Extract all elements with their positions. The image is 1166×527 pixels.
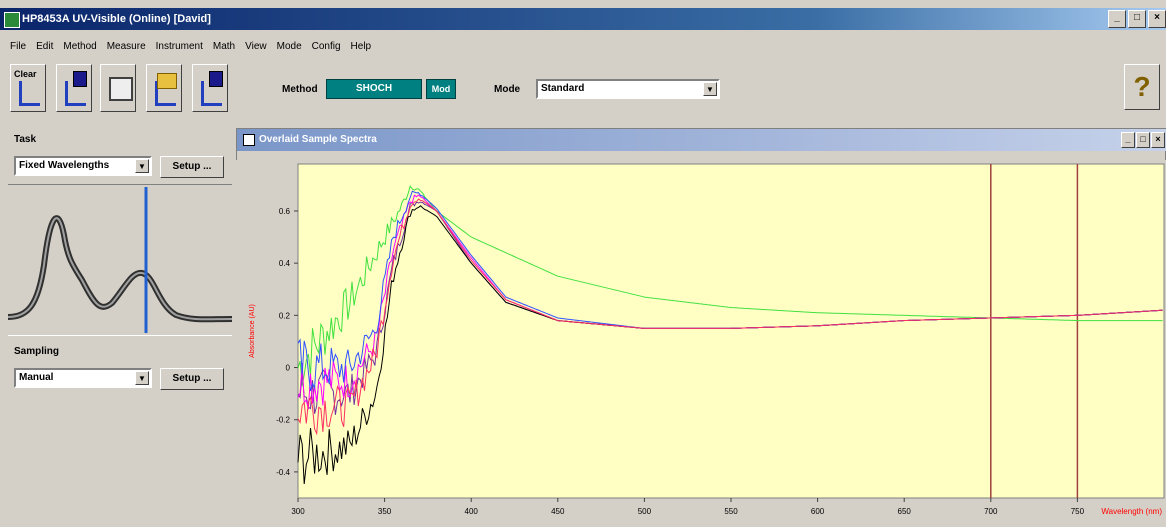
x-tick-label: 550 xyxy=(724,507,738,516)
x-axis-label: Wavelength (nm) xyxy=(1101,507,1162,516)
x-tick-label: 650 xyxy=(898,507,912,516)
plot-window-title: Overlaid Sample Spectra xyxy=(259,134,377,145)
y-tick-label: 0.4 xyxy=(279,259,291,268)
graph-icon xyxy=(65,81,86,106)
clear-button[interactable]: Clear xyxy=(10,64,46,112)
mode-label: Mode xyxy=(494,84,521,95)
x-tick-label: 600 xyxy=(811,507,825,516)
task-title: Task xyxy=(14,134,37,145)
print-button[interactable] xyxy=(100,64,136,112)
sampling-title: Sampling xyxy=(14,346,60,357)
minimize-button[interactable]: _ xyxy=(1108,10,1126,28)
y-tick-label: 0.6 xyxy=(279,207,291,216)
method-icon xyxy=(201,81,222,106)
menu-measure[interactable]: Measure xyxy=(106,41,146,52)
close-button[interactable]: × xyxy=(1148,10,1166,28)
window-icon xyxy=(243,134,255,146)
y-tick-label: -0.2 xyxy=(276,416,290,425)
menu-bar: File Edit Method Measure Instrument Math… xyxy=(0,38,1166,56)
method-name-display[interactable]: SHOCH xyxy=(326,79,422,99)
x-tick-label: 500 xyxy=(638,507,652,516)
x-tick-label: 700 xyxy=(984,507,998,516)
plot-area[interactable]: 0.6 0.4 0.2 0 -0.2 -0.4 300 350 400 450 500 550 600 6… xyxy=(236,160,1166,524)
window-titlebar: HP8453A UV-Visible (Online) [David] _ □ … xyxy=(0,8,1166,30)
menu-file[interactable]: File xyxy=(10,41,27,52)
y-tick-label: 0.2 xyxy=(279,311,291,320)
task-select[interactable]: Fixed Wavelengths ▼ xyxy=(14,156,152,176)
menu-edit[interactable]: Edit xyxy=(36,41,54,52)
menu-config[interactable]: Config xyxy=(311,41,341,52)
disk-icon xyxy=(73,71,87,87)
load-method-button[interactable] xyxy=(146,64,182,112)
menu-method[interactable]: Method xyxy=(63,41,97,52)
x-tick-label: 300 xyxy=(291,507,305,516)
disk-icon xyxy=(209,71,223,87)
plot-maximize-button[interactable]: □ xyxy=(1136,132,1150,148)
clear-graph-icon xyxy=(19,81,40,106)
help-icon: ? xyxy=(1133,71,1151,102)
sampling-select-value: Manual xyxy=(19,372,54,383)
spectrum-series-6 xyxy=(297,198,1163,436)
help-button[interactable]: ? xyxy=(1124,64,1160,110)
plot-minimize-button[interactable]: _ xyxy=(1121,132,1135,148)
save-data-button[interactable] xyxy=(56,64,92,112)
menu-help[interactable]: Help xyxy=(350,41,372,52)
method-icon xyxy=(155,81,176,106)
menu-view[interactable]: View xyxy=(245,41,267,52)
plot-close-button[interactable]: × xyxy=(1151,132,1165,148)
y-tick-label: 0 xyxy=(286,364,291,373)
sampling-select[interactable]: Manual ▼ xyxy=(14,368,152,388)
mode-select-value: Standard xyxy=(541,83,585,94)
menu-math[interactable]: Math xyxy=(212,41,236,52)
fixed-wavelength-icon xyxy=(7,187,233,333)
task-select-value: Fixed Wavelengths xyxy=(19,160,110,171)
save-method-button[interactable] xyxy=(192,64,228,112)
app-icon xyxy=(4,12,20,28)
toolbar: Clear Method SHOCH Mod Mode Standard ▼ ? xyxy=(0,60,1166,120)
chevron-down-icon[interactable]: ▼ xyxy=(135,371,149,385)
task-illustration xyxy=(7,184,233,336)
chevron-down-icon[interactable]: ▼ xyxy=(135,159,149,173)
menu-mode[interactable]: Mode xyxy=(276,41,302,52)
printer-icon xyxy=(109,77,133,101)
x-tick-label: 400 xyxy=(465,507,479,516)
plot-window-titlebar: Overlaid Sample Spectra _ □ × xyxy=(237,129,1166,151)
method-label: Method xyxy=(282,84,318,95)
maximize-button[interactable]: □ xyxy=(1128,10,1146,28)
task-setup-button[interactable]: Setup ... xyxy=(160,156,224,178)
menu-instrument[interactable]: Instrument xyxy=(155,41,203,52)
x-tick-label: 450 xyxy=(551,507,565,516)
x-tick-label: 750 xyxy=(1071,507,1085,516)
folder-icon xyxy=(157,73,177,89)
mode-select[interactable]: Standard ▼ xyxy=(536,79,720,99)
method-mod-indicator: Mod xyxy=(426,79,456,99)
plot-background xyxy=(297,163,1165,499)
chevron-down-icon[interactable]: ▼ xyxy=(703,82,717,96)
x-tick-label: 350 xyxy=(378,507,392,516)
sampling-setup-button[interactable]: Setup ... xyxy=(160,368,224,390)
y-axis-label: Absorbance (AU) xyxy=(249,304,256,358)
spectra-chart[interactable]: 0.6 0.4 0.2 0 -0.2 -0.4 300 350 400 450 500 550 600 6… xyxy=(236,160,1166,524)
y-tick-label: -0.4 xyxy=(276,468,290,477)
clear-label: Clear xyxy=(14,69,37,79)
window-title: HP8453A UV-Visible (Online) [David] xyxy=(22,13,211,25)
